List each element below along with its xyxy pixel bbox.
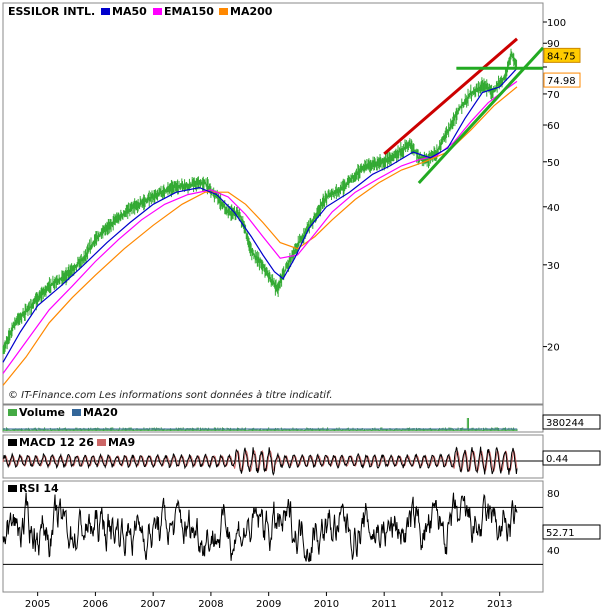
macd-value-label: 0.44 bbox=[546, 454, 568, 465]
volume-legend: Volume MA20 bbox=[8, 406, 118, 419]
last-value-box bbox=[543, 47, 581, 63]
legend-label-macd: MACD 12 26 bbox=[19, 436, 94, 449]
rsi-y-tick-label: 80 bbox=[547, 489, 560, 500]
volume-value-box bbox=[542, 414, 601, 430]
x-axis: 2005 2006 2007 2008 2009 2010 2011 2012 2013 bbox=[25, 592, 512, 610]
legend-swatch-ma50 bbox=[101, 8, 110, 15]
price-y-tick-label: 90 bbox=[547, 39, 560, 50]
legend-swatch-volume-ma20 bbox=[72, 409, 81, 416]
source-note: © IT-Finance.com Les informations sont d… bbox=[8, 389, 333, 401]
x-tick-label: 2007 bbox=[140, 599, 165, 610]
legend-swatch-macd bbox=[8, 439, 17, 446]
rsi-value-box bbox=[542, 524, 601, 540]
legend-swatch-ema150 bbox=[153, 8, 162, 15]
macd-line bbox=[2, 446, 518, 476]
macd-ma9-line bbox=[2, 449, 518, 473]
legend-label-macd-ma9: MA9 bbox=[108, 436, 135, 449]
last-value-text: 74.98 bbox=[547, 76, 576, 87]
volume-bars-group bbox=[2, 418, 518, 431]
legend-label-ma50: MA50 bbox=[112, 5, 147, 18]
trend-line-lower-support bbox=[417, 46, 545, 185]
volume-value-label: 380244 bbox=[546, 418, 584, 429]
rsi-y-tick-label: 40 bbox=[547, 546, 560, 557]
volume-panel-frame bbox=[2, 404, 544, 433]
moving-averages-group bbox=[2, 67, 518, 386]
last-value-text: 84.75 bbox=[547, 51, 576, 62]
x-tick-label: 2006 bbox=[83, 599, 108, 610]
last-value-box bbox=[543, 72, 581, 88]
legend-label-rsi: RSI 14 bbox=[19, 482, 59, 495]
x-tick-label: 2011 bbox=[371, 599, 396, 610]
x-tick-label: 2008 bbox=[198, 599, 223, 610]
legend-swatch-ma200 bbox=[219, 8, 228, 15]
legend-swatch-macd-ma9 bbox=[97, 439, 106, 446]
legend-swatch-rsi bbox=[8, 485, 17, 492]
x-tick-label: 2013 bbox=[487, 599, 512, 610]
price-y-tick-label: 70 bbox=[547, 90, 560, 101]
price-y-tick-label: 100 bbox=[547, 18, 566, 29]
rsi-value-label: 52.71 bbox=[546, 528, 575, 539]
x-tick-label: 2010 bbox=[314, 599, 339, 610]
macd-lines-group bbox=[2, 446, 543, 476]
legend-label-ma200: MA200 bbox=[230, 5, 273, 18]
chart-title: ESSILOR INTL. bbox=[8, 5, 95, 18]
x-tick-label: 2009 bbox=[256, 599, 281, 610]
ma50-line bbox=[2, 67, 518, 363]
price-y-tick-label: 40 bbox=[547, 203, 560, 214]
ma200-line bbox=[2, 86, 518, 386]
rsi-line bbox=[2, 492, 518, 563]
last-value-labels: 84.75 74.98 bbox=[543, 47, 581, 88]
macd-legend: MACD 12 26 MA9 bbox=[8, 436, 135, 449]
price-y-tick-label: 20 bbox=[547, 343, 560, 354]
macd-value-box bbox=[542, 450, 601, 466]
rsi-legend: RSI 14 bbox=[8, 482, 59, 495]
trend-lines-group bbox=[383, 37, 545, 185]
x-tick-label: 2012 bbox=[429, 599, 454, 610]
price-y-axis: 100 90 70 60 50 40 30 20 bbox=[543, 18, 566, 354]
legend-swatch-volume bbox=[8, 409, 17, 416]
x-tick-label: 2005 bbox=[25, 599, 50, 610]
price-y-tick-label: 60 bbox=[547, 121, 560, 132]
price-y-tick-label: 50 bbox=[547, 158, 560, 169]
legend-label-ema150: EMA150 bbox=[164, 5, 214, 18]
price-panel-frame bbox=[2, 2, 544, 405]
price-y-tick-label: 30 bbox=[547, 261, 560, 272]
price-legend: ESSILOR INTL. MA50 EMA150 MA200 bbox=[8, 5, 273, 18]
rsi-lines-group bbox=[2, 492, 543, 565]
legend-label-volume: Volume bbox=[19, 406, 65, 419]
price-series-group bbox=[2, 48, 518, 355]
legend-label-volume-ma20: MA20 bbox=[83, 406, 118, 419]
rsi-y-axis: 80 40 bbox=[547, 489, 560, 557]
trend-line-upper-resistance bbox=[383, 37, 518, 156]
